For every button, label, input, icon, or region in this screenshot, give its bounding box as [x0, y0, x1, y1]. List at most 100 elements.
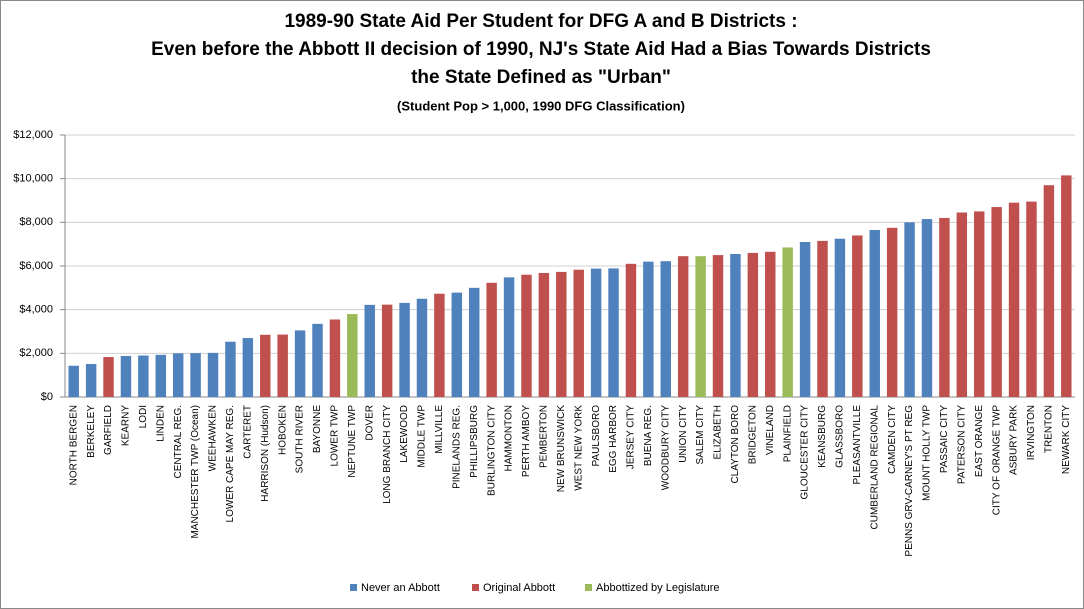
bar	[451, 292, 463, 397]
legend-label: Original Abbott	[483, 582, 555, 594]
x-tick-label: UNION CITY	[678, 405, 689, 463]
x-tick-label: LAKEWOOD	[399, 405, 410, 463]
y-tick-label: $2,000	[19, 347, 53, 359]
x-tick-label: GLOUCESTER CITY	[800, 405, 811, 500]
x-tick-label: WEEHAWKEN	[208, 405, 219, 471]
bar	[556, 271, 567, 397]
x-tick-label: WOODBURY CITY	[660, 405, 671, 491]
x-tick-label: PENNS GRV-CARNEY'S PT REG	[904, 405, 915, 557]
bar	[103, 357, 114, 397]
bar	[138, 355, 149, 397]
bar	[1043, 185, 1055, 397]
x-tick-label: KEANSBURG	[817, 405, 828, 468]
y-tick-label: $6,000	[19, 260, 53, 272]
bar	[852, 235, 863, 397]
bar	[869, 229, 880, 397]
x-tick-label: LONG BRANCH CITY	[382, 405, 393, 504]
x-tick-label: HARRISON (Hudson)	[260, 405, 271, 502]
y-tick-label: $10,000	[13, 173, 53, 185]
legend-label: Abbottized by Legislature	[596, 582, 720, 594]
bar	[120, 355, 132, 397]
y-tick-label: $4,000	[19, 304, 53, 316]
x-tick-label: VINELAND	[765, 405, 776, 455]
bar	[277, 334, 288, 397]
bar	[155, 354, 166, 397]
bar	[242, 338, 254, 397]
bar	[817, 240, 828, 397]
bar	[660, 261, 671, 397]
bar	[747, 252, 759, 397]
bar	[521, 274, 532, 397]
y-tick-label: $8,000	[19, 216, 53, 228]
x-tick-label: BURLINGTON CITY	[486, 405, 497, 496]
x-tick-label: BUENA REG.	[643, 405, 654, 466]
bar	[399, 302, 410, 397]
bar	[294, 330, 306, 397]
bar	[260, 334, 271, 397]
bar	[364, 304, 375, 397]
x-tick-label: PASSAIC CITY	[939, 405, 950, 473]
x-tick-label: CITY OF ORANGE TWP	[991, 405, 1002, 516]
x-tick-label: IRVINGTON	[1026, 405, 1037, 460]
x-tick-label: EAST ORANGE	[974, 405, 985, 477]
bar	[643, 261, 654, 397]
x-tick-label: CAMDEN CITY	[887, 405, 898, 474]
x-tick-label: SOUTH RIVER	[295, 405, 306, 473]
x-tick-label: TRENTON	[1044, 405, 1055, 453]
y-tick-label: $0	[41, 391, 53, 403]
x-tick-label: PERTH AMBOY	[521, 405, 532, 477]
x-tick-label: NORTH BERGEN	[68, 405, 79, 485]
bar	[225, 341, 236, 397]
x-tick-label: MANCHESTER TWP (Ocean)	[190, 405, 201, 539]
x-tick-label: PATERSON CITY	[956, 405, 967, 484]
bar	[172, 353, 184, 397]
legend-swatch	[472, 584, 479, 591]
bar	[416, 298, 428, 397]
bar	[608, 268, 619, 397]
chart-title: the State Defined as "Urban"	[411, 67, 671, 88]
x-tick-label: LOWER TWP	[330, 405, 341, 467]
bar	[1008, 202, 1020, 397]
bar	[538, 272, 550, 397]
bar	[625, 263, 637, 397]
bar	[207, 352, 219, 397]
bar	[991, 207, 1002, 397]
y-tick-label: $12,000	[13, 129, 53, 141]
bar	[712, 255, 724, 397]
bar	[956, 212, 968, 397]
x-tick-label: NEW BRUNSWICK	[556, 405, 567, 493]
bar	[573, 269, 584, 397]
bar	[312, 323, 323, 397]
x-tick-label: PLEASANTVILLE	[852, 405, 863, 485]
x-tick-label: CUMBERLAND REGIONAL	[869, 405, 880, 530]
bar	[381, 304, 393, 397]
bar	[834, 238, 846, 397]
bar	[677, 256, 689, 397]
legend-label: Never an Abbott	[361, 582, 440, 594]
bar	[904, 222, 915, 397]
x-tick-label: GARFIELD	[103, 405, 114, 455]
x-tick-label: MILLVILLE	[434, 405, 445, 454]
x-tick-label: LOWER CAPE MAY REG.	[225, 405, 236, 522]
x-tick-label: ELIZABETH	[713, 405, 724, 459]
x-tick-label: MOUNT HOLLY TWP	[922, 405, 933, 501]
bar	[782, 247, 793, 397]
x-tick-label: BAYONNE	[312, 405, 323, 453]
bar	[486, 282, 497, 397]
bar	[590, 268, 602, 397]
bar	[503, 277, 515, 397]
x-tick-label: BRIDGETON	[747, 405, 758, 464]
bar	[886, 227, 898, 397]
x-tick-label: PAULSBORO	[591, 405, 602, 467]
legend-swatch	[350, 584, 357, 591]
bar	[1061, 175, 1072, 397]
bar	[799, 241, 811, 397]
bar	[765, 251, 776, 397]
x-tick-label: PLAINFIELD	[782, 405, 793, 462]
x-tick-label: DOVER	[364, 405, 375, 441]
x-tick-label: SALEM CITY	[695, 405, 706, 465]
x-tick-label: GLASSBORO	[835, 405, 846, 468]
bar	[347, 314, 358, 397]
bar	[939, 217, 950, 397]
